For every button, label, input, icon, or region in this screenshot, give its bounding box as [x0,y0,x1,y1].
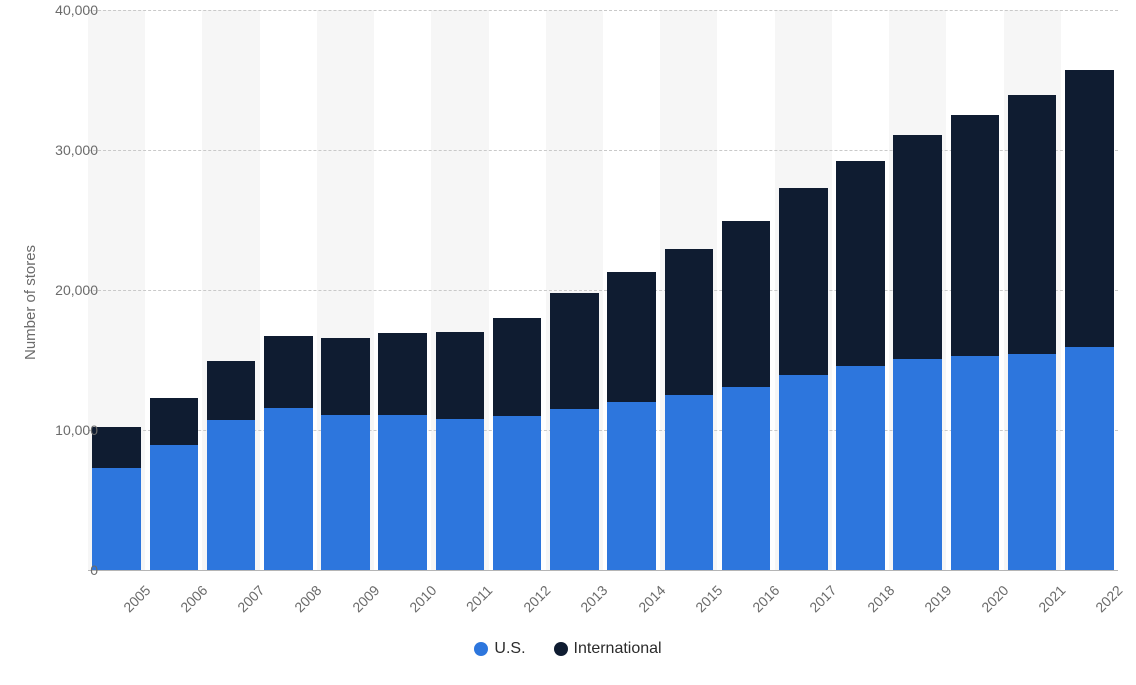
bar-segment [550,409,599,570]
x-tick-label: 2006 [177,582,210,615]
x-tick-label: 2008 [291,582,324,615]
x-tick-label: 2011 [463,582,496,615]
x-tick-label: 2016 [749,582,782,615]
y-tick-label: 20,000 [28,282,98,298]
bar-segment [722,221,771,386]
bar-stack [836,161,885,570]
bar-stack [893,135,942,570]
x-tick-label: 2005 [120,582,153,615]
bar-segment [607,272,656,402]
bar-segment [1008,95,1057,354]
x-axis-line [88,570,1118,571]
y-axis-label: Number of stores [22,245,39,360]
legend-item: U.S. [474,640,525,658]
x-tick-label: 2014 [635,582,668,615]
x-tick-label: 2018 [864,582,897,615]
bar-segment [321,415,370,570]
bar-stack [951,115,1000,570]
bar-segment [893,359,942,570]
bar-stack [264,336,313,570]
bar-segment [1008,354,1057,570]
bar-segment [150,398,199,446]
bar-stack [378,333,427,570]
bar-segment [493,416,542,570]
bar-segment [722,387,771,570]
legend-label: International [574,640,662,657]
x-tick-label: 2012 [520,582,553,615]
x-tick-label: 2021 [1035,582,1068,615]
bar-segment [378,333,427,414]
bar-segment [836,366,885,570]
y-tick-label: 10,000 [28,422,98,438]
bar-stack [436,332,485,570]
bar-segment [436,419,485,570]
bar-segment [92,427,141,468]
bar-segment [836,161,885,365]
bar-segment [92,468,141,570]
bar-segment [321,338,370,415]
x-tick-label: 2009 [349,582,382,615]
bar-segment [207,420,256,570]
x-tick-label: 2022 [1093,582,1126,615]
x-tick-label: 2020 [978,582,1011,615]
bar-segment [607,402,656,570]
bar-stack [1065,70,1114,570]
bar-stack [321,338,370,570]
plot-area [88,10,1118,570]
legend: U.S. International [0,640,1136,658]
x-tick-label: 2010 [406,582,439,615]
y-tick-label: 0 [28,562,98,578]
bar-segment [150,445,199,570]
bar-stack [722,221,771,570]
bar-stack [207,361,256,570]
y-tick-label: 30,000 [28,142,98,158]
bar-segment [378,415,427,570]
stores-stacked-bar-chart: Number of stores U.S. International 0 10,0… [0,0,1136,685]
bar-segment [779,188,828,376]
bar-segment [207,361,256,420]
bar-segment [264,336,313,407]
x-tick-label: 2013 [578,582,611,615]
bar-segment [951,115,1000,356]
bar-segment [550,293,599,409]
legend-swatch [474,642,488,656]
bar-stack [607,272,656,570]
bar-segment [779,375,828,570]
bar-segment [665,249,714,395]
bar-stack [665,249,714,570]
legend-label: U.S. [494,640,525,657]
bar-segment [264,408,313,570]
bars-container [88,10,1118,570]
bar-segment [436,332,485,419]
bar-segment [893,135,942,359]
bar-stack [1008,95,1057,570]
x-tick-label: 2019 [921,582,954,615]
bar-segment [1065,347,1114,570]
x-tick-label: 2007 [234,582,267,615]
x-tick-label: 2015 [692,582,725,615]
bar-segment [665,395,714,570]
bar-stack [92,427,141,570]
bar-stack [493,318,542,570]
x-tick-label: 2017 [806,582,839,615]
bar-stack [550,293,599,570]
bar-segment [493,318,542,416]
y-tick-label: 40,000 [28,2,98,18]
legend-item: International [554,640,662,658]
legend-swatch [554,642,568,656]
bar-stack [150,398,199,570]
bar-segment [1065,70,1114,347]
bar-stack [779,188,828,570]
bar-segment [951,356,1000,570]
